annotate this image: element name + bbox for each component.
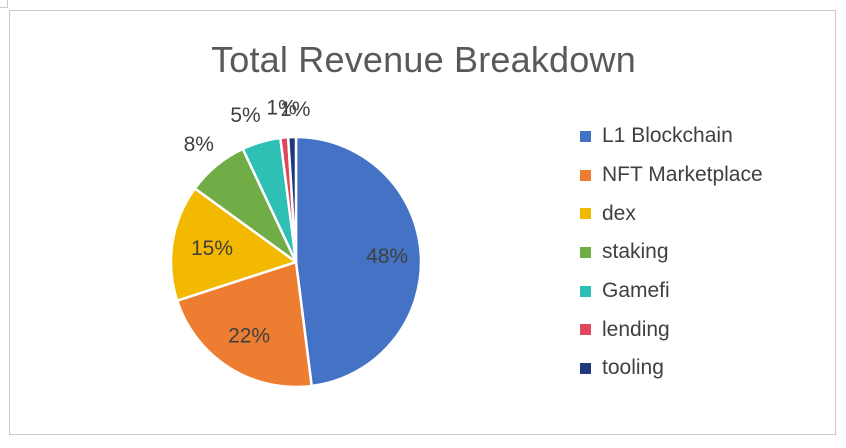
data-label-l1-blockchain: 48%: [366, 245, 408, 268]
legend-item-staking: staking: [580, 233, 763, 272]
legend-swatch: [580, 362, 591, 374]
legend-swatch: [580, 246, 591, 258]
pie-labels: 48% 22% 15% 8% 5% 1%1%: [184, 97, 408, 348]
legend-swatch: [580, 285, 591, 297]
data-label-lending: 1%: [266, 97, 296, 120]
legend-item-gamefi: Gamefi: [580, 272, 763, 311]
data-label-gamefi: 5%: [230, 104, 260, 127]
legend-swatch: [580, 169, 591, 181]
legend-label: staking: [602, 240, 669, 264]
legend-label: NFT Marketplace: [602, 163, 763, 187]
legend-swatch: [580, 324, 591, 336]
pie-slice-l1-blockchain: [294, 135, 423, 388]
legend-swatch: [580, 130, 591, 142]
pie-slice-tooling: [286, 135, 298, 264]
chart-title: Total Revenue Breakdown: [211, 39, 636, 80]
legend-item-dex: dex: [580, 194, 763, 233]
data-label-nft-marketplace: 22%: [228, 324, 270, 347]
data-label-dex: 15%: [191, 237, 233, 260]
legend-item-nft-marketplace: NFT Marketplace: [580, 156, 763, 195]
chart-frame: Total Revenue Breakdown: [9, 10, 836, 435]
legend-swatch: [580, 208, 591, 220]
legend-item-lending: lending: [580, 310, 763, 349]
pie-slices: [169, 135, 423, 389]
legend-label: dex: [602, 201, 636, 225]
chart-legend: L1 Blockchain NFT Marketplace dex staking Ga…: [580, 117, 763, 388]
legend-label: lending: [602, 317, 670, 341]
corner-marker: [0, 0, 8, 8]
legend-item-tooling: tooling: [580, 349, 763, 388]
legend-item-l1-blockchain: L1 Blockchain: [580, 117, 763, 156]
data-label-staking: 8%: [184, 133, 214, 156]
legend-label: Gamefi: [602, 279, 670, 303]
pie-slice-dex: [169, 187, 298, 302]
pie-slice-nft-marketplace: [175, 260, 313, 389]
legend-label: tooling: [602, 356, 664, 380]
data-label-tooling: 1%: [280, 98, 310, 121]
legend-label: L1 Blockchain: [602, 124, 733, 148]
